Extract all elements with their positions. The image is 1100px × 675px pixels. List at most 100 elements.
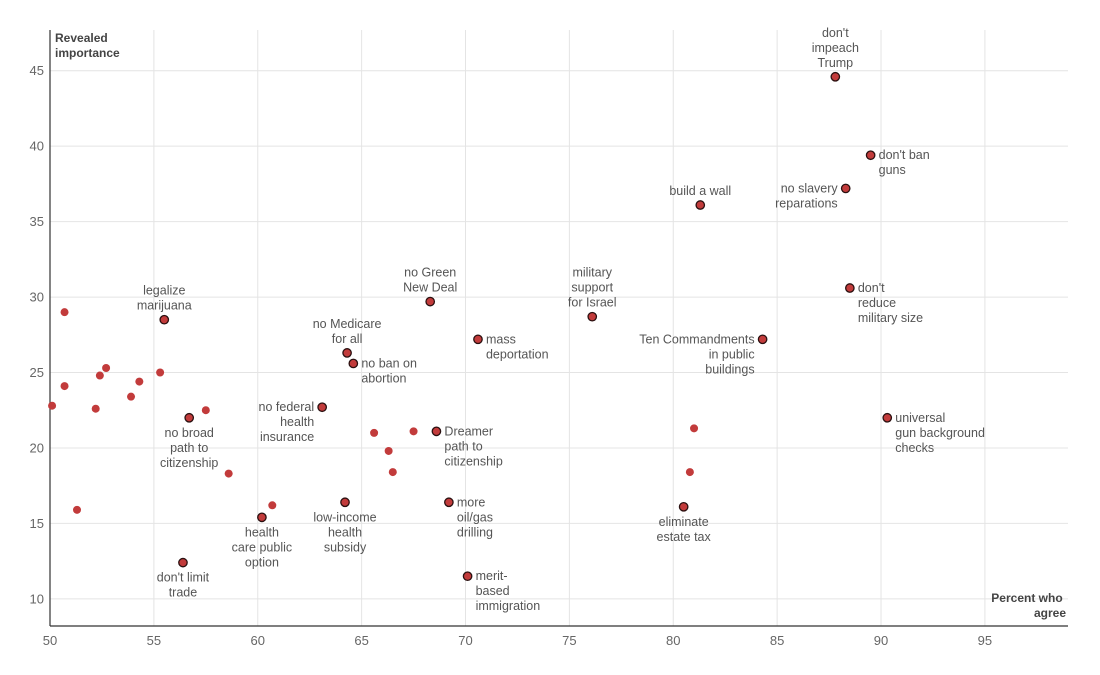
data-point[interactable] (201, 406, 210, 415)
data-points (48, 71, 893, 582)
point-label: Ten Commandments in public buildings (639, 332, 754, 376)
point-label-line: option (245, 555, 279, 569)
y-tick-label: 15 (30, 516, 44, 531)
point-label-line: reduce (858, 296, 896, 310)
point-label: don't limit trade (157, 571, 210, 600)
data-point-labeled[interactable] (348, 358, 359, 369)
data-point[interactable] (127, 392, 136, 401)
point-label-line: drilling (457, 525, 493, 539)
x-tick-label: 95 (978, 633, 992, 648)
data-point-labeled[interactable] (340, 497, 350, 508)
x-tick-label: 65 (354, 633, 368, 648)
point-label-line: citizenship (444, 454, 502, 468)
data-point[interactable] (60, 308, 69, 317)
point-label-line: citizenship (160, 456, 218, 470)
data-point-labeled[interactable] (425, 296, 436, 307)
data-point-labeled[interactable] (184, 412, 195, 423)
x-tick-label: 75 (562, 633, 576, 648)
y-tick-label: 45 (30, 63, 44, 78)
data-point-labeled[interactable] (587, 311, 598, 322)
data-point-labeled[interactable] (159, 314, 170, 325)
data-point[interactable] (388, 468, 397, 477)
point-label-line: legalize (143, 284, 185, 298)
data-point-labeled[interactable] (473, 334, 483, 345)
data-point[interactable] (384, 446, 393, 455)
point-label-line: don't (822, 26, 849, 40)
data-point[interactable] (156, 368, 165, 377)
data-point-labeled[interactable] (845, 283, 855, 293)
point-label-line: military (572, 266, 612, 280)
data-point[interactable] (91, 404, 100, 413)
data-point-labeled[interactable] (757, 334, 768, 345)
point-label-line: buildings (705, 362, 754, 376)
data-point[interactable] (224, 469, 233, 478)
point-label: build a wall (669, 184, 731, 198)
point-label: mass deportation (486, 332, 549, 361)
point-label-line: no Green (404, 266, 456, 280)
point-label: legalize marijuana (137, 284, 192, 313)
data-point-labeled[interactable] (695, 200, 706, 210)
data-point-labeled[interactable] (462, 571, 473, 582)
point-label-line: eliminate (659, 515, 709, 529)
data-point[interactable] (60, 382, 69, 391)
data-point[interactable] (135, 377, 144, 386)
data-point[interactable] (48, 401, 57, 410)
point-label: no Medicare for all (313, 317, 382, 346)
point-label-line: estate tax (657, 530, 712, 544)
point-label-line: abortion (361, 371, 406, 385)
point-label-line: mass (486, 332, 516, 346)
data-point[interactable] (73, 505, 82, 514)
point-label-line: subsidy (324, 540, 367, 554)
data-point[interactable] (685, 468, 694, 477)
data-point[interactable] (409, 427, 418, 436)
point-label: more oil/gas drilling (457, 495, 493, 539)
axis-titles: Revealed importance Percent who agree (55, 31, 1066, 620)
data-point[interactable] (95, 371, 104, 380)
y-axis-title: Revealed importance (55, 31, 120, 60)
x-tick-label: 80 (666, 633, 680, 648)
point-label-line: immigration (476, 599, 541, 613)
point-label-line: path to (444, 439, 482, 453)
axes (49, 30, 1068, 627)
point-label-line: based (476, 584, 510, 598)
gridlines (50, 30, 1068, 626)
data-point-labeled[interactable] (317, 402, 328, 413)
data-point[interactable] (268, 501, 277, 510)
data-point-labeled[interactable] (882, 412, 893, 423)
point-label-line: in public (709, 347, 755, 361)
point-label-line: for all (332, 332, 363, 346)
point-label-line: build a wall (669, 184, 731, 198)
point-label: no slavery reparations (775, 181, 838, 210)
data-point-labeled[interactable] (178, 557, 188, 568)
point-label: don't reduce military size (858, 281, 923, 325)
point-label: Dreamer path to citizenship (444, 424, 502, 468)
x-axis-title: Percent who agree (991, 591, 1066, 620)
x-axis-title-line-2: agree (1034, 606, 1066, 620)
data-point[interactable] (102, 363, 111, 372)
data-point-labeled[interactable] (830, 71, 841, 82)
y-tick-label: 25 (30, 365, 44, 380)
data-point-labeled[interactable] (431, 426, 442, 437)
point-label-line: don't ban (879, 148, 930, 162)
point-label-line: no ban on (361, 356, 417, 370)
y-tick-label: 35 (30, 214, 44, 229)
data-point-labeled[interactable] (678, 501, 689, 512)
point-label-line: low-income (313, 510, 376, 524)
point-label-line: merit- (476, 569, 508, 583)
point-label-line: Ten Commandments (639, 332, 754, 346)
data-point[interactable] (690, 424, 699, 433)
point-label-line: no Medicare (313, 317, 382, 331)
data-point-labeled[interactable] (257, 512, 267, 523)
data-point-labeled[interactable] (840, 183, 851, 194)
point-label-line: marijuana (137, 299, 192, 313)
point-label: health care public option (232, 525, 292, 569)
point-label-line: reparations (775, 196, 838, 210)
point-label-line: no federal (259, 400, 315, 414)
point-label: low-income health subsidy (313, 510, 376, 554)
data-point-labeled[interactable] (444, 497, 454, 508)
data-point-labeled[interactable] (342, 348, 352, 358)
data-point[interactable] (370, 428, 379, 437)
point-label: no broad path to citizenship (160, 426, 218, 470)
data-point-labeled[interactable] (865, 150, 876, 161)
point-label-line: guns (879, 163, 906, 177)
